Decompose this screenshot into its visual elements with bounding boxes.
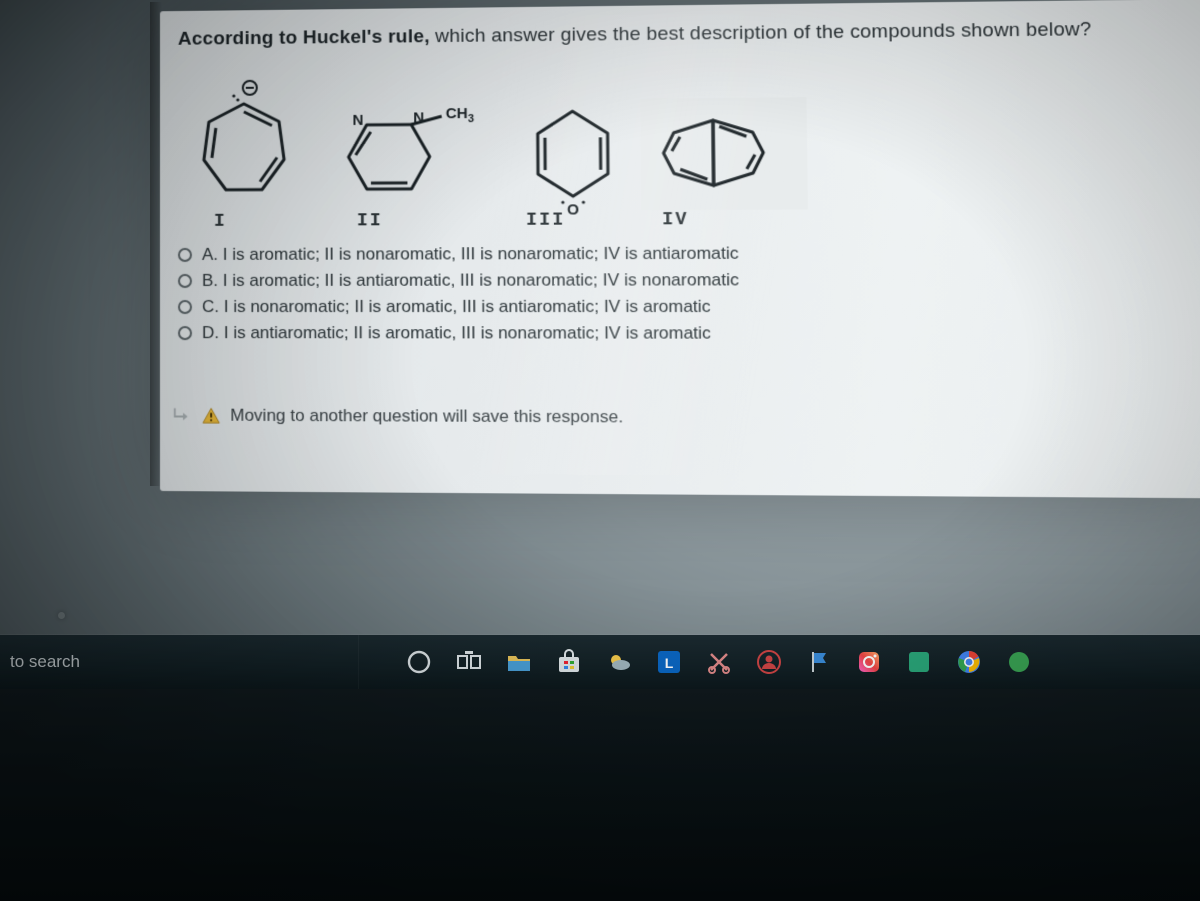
structure-II-N1-label: N [352, 112, 363, 129]
app-a-icon[interactable] [905, 648, 933, 676]
flag-icon[interactable] [805, 648, 833, 676]
label-IV: IV [662, 210, 689, 230]
option-C[interactable]: C. I is nonaromatic; II is aromatic, III… [178, 294, 739, 321]
structure-II: N N CH3 [328, 94, 501, 216]
structure-IV [640, 97, 808, 210]
app-b-icon[interactable] [1005, 648, 1033, 676]
structures-panel: N N CH3 O [178, 68, 918, 224]
question-bold: According to Huckel's rule, [178, 26, 430, 50]
question-rest: which answer gives the best description … [430, 19, 1092, 47]
file-explorer-icon[interactable] [505, 648, 533, 676]
snip-icon[interactable] [705, 648, 733, 676]
option-C-radio[interactable] [178, 300, 192, 314]
option-A[interactable]: A. I is aromatic; II is nonaromatic, III… [178, 240, 739, 268]
save-notice-text: Moving to another question will save thi… [230, 406, 623, 428]
question-text: According to Huckel's rule, which answer… [178, 19, 1092, 50]
option-B[interactable]: B. I is aromatic; II is antiaromatic, II… [178, 267, 739, 294]
people-icon[interactable] [755, 648, 783, 676]
structure-II-CH3-label: CH3 [446, 105, 474, 125]
dust-speck [58, 612, 65, 619]
taskbar-search[interactable]: to search [0, 635, 359, 689]
microsoft-store-icon[interactable] [555, 648, 583, 676]
structure-III-O-label: O [567, 201, 579, 218]
save-notice-row: Moving to another question will save thi… [172, 405, 623, 427]
chrome-icon[interactable] [955, 648, 983, 676]
label-II: II [357, 211, 383, 231]
warning-icon [202, 407, 220, 425]
reply-arrow-icon [172, 405, 194, 425]
option-D-radio[interactable] [178, 326, 192, 340]
task-view-icon[interactable] [455, 648, 483, 676]
monitor-screen: According to Huckel's rule, which answer… [160, 0, 1200, 498]
weather-icon[interactable] [605, 648, 633, 676]
taskbar-icons: L [405, 648, 1033, 676]
svg-text:L: L [665, 655, 674, 671]
option-A-label: A. I is aromatic; II is nonaromatic, III… [202, 243, 739, 264]
instagram-icon[interactable] [855, 648, 883, 676]
option-C-label: C. I is nonaromatic; II is aromatic, III… [202, 297, 711, 317]
question-text-row: According to Huckel's rule, which answer… [178, 18, 1194, 51]
answer-options: A. I is aromatic; II is nonaromatic, III… [178, 240, 740, 346]
cortana-icon[interactable] [405, 648, 433, 676]
windows-taskbar[interactable]: to search L [0, 635, 1200, 689]
option-B-label: B. I is aromatic; II is antiaromatic, II… [202, 270, 739, 291]
taskbar-search-text: to search [10, 652, 80, 672]
label-I: I [214, 212, 227, 232]
option-B-radio[interactable] [178, 274, 192, 288]
structure-I [184, 73, 304, 214]
option-D[interactable]: D. I is antiaromatic; II is aromatic, II… [178, 320, 740, 347]
linkedin-icon[interactable]: L [655, 648, 683, 676]
below-taskbar-dark [0, 689, 1200, 901]
quiz-page: According to Huckel's rule, which answer… [160, 0, 1200, 498]
option-D-label: D. I is antiaromatic; II is aromatic, II… [202, 323, 711, 344]
label-III: III [526, 210, 566, 230]
option-A-radio[interactable] [178, 248, 192, 262]
structure-III: O [511, 93, 635, 225]
structure-II-N2-label: N [413, 109, 424, 126]
